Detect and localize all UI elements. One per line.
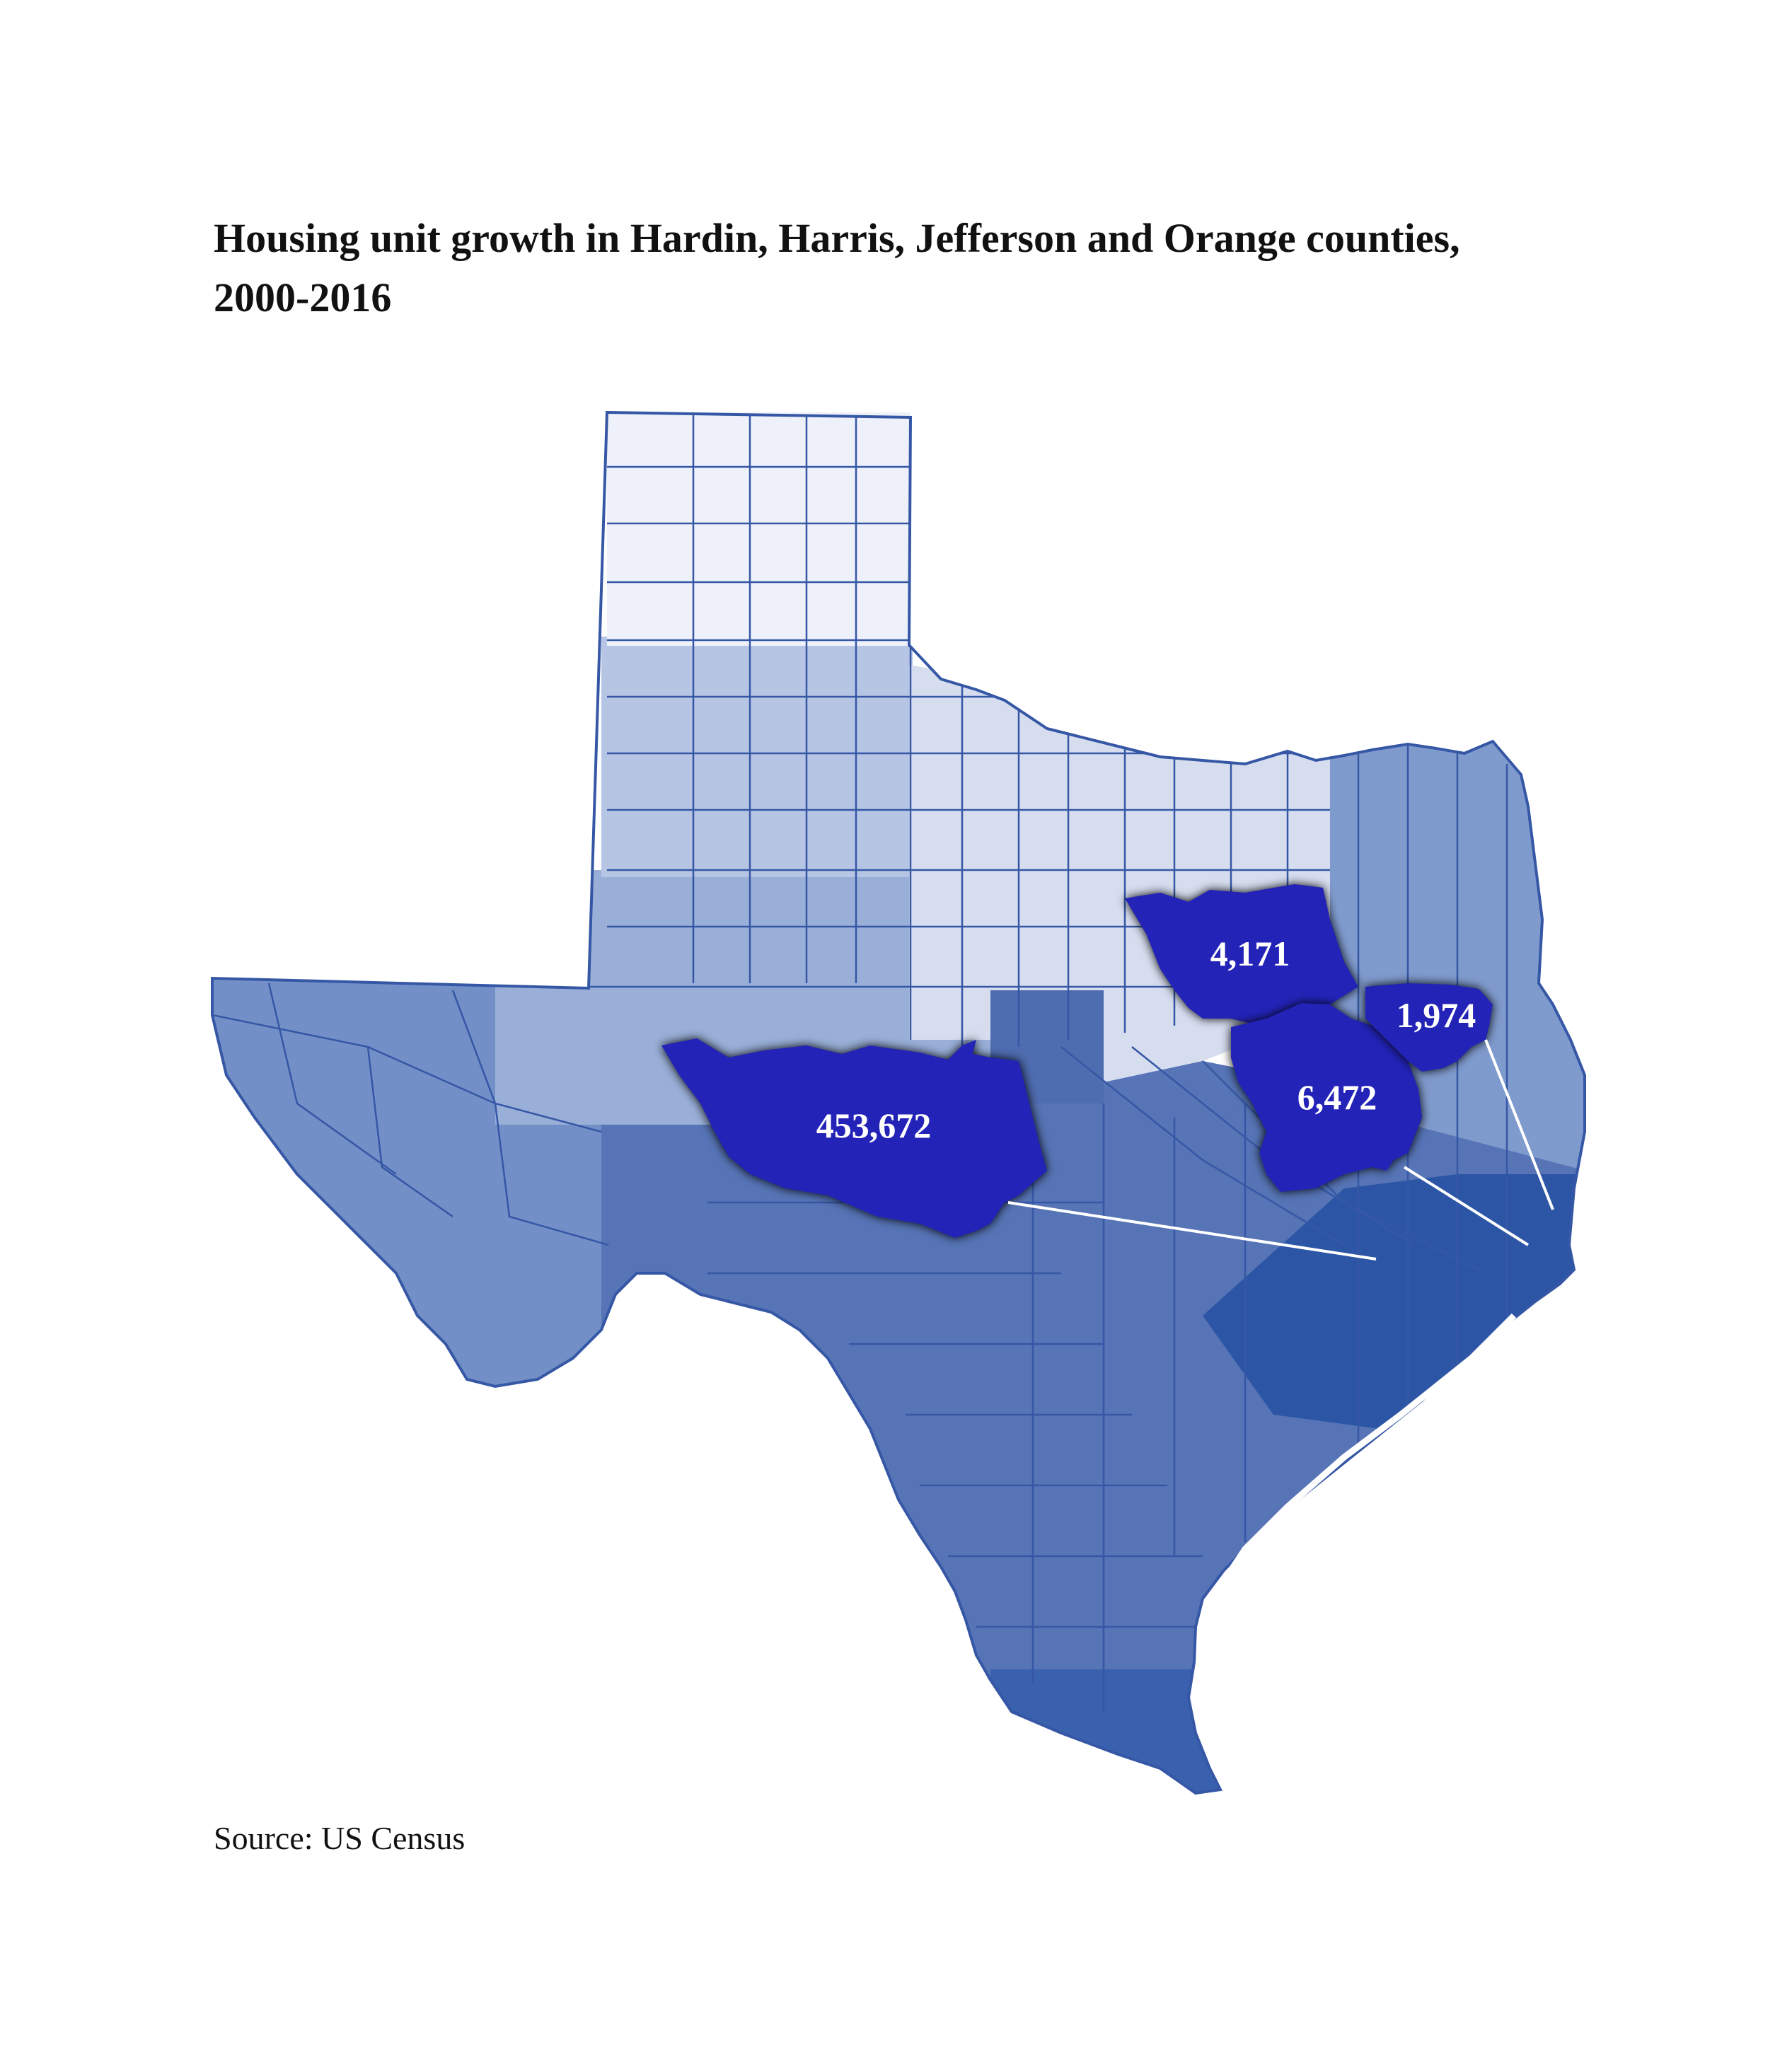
map-title-line-2: 2000-2016 bbox=[214, 274, 392, 320]
orange-county bbox=[1365, 983, 1493, 1072]
callout-orange-value: 1,974 bbox=[1397, 995, 1476, 1035]
hardin-county bbox=[1125, 884, 1358, 1026]
harris-county bbox=[661, 1038, 1047, 1238]
leader-lines bbox=[1007, 1039, 1554, 1260]
leader-line-harris bbox=[1007, 1201, 1377, 1260]
coastal-barrier bbox=[1201, 1313, 1517, 1755]
region-panhandle bbox=[607, 412, 911, 646]
map-title-line-1: Housing unit growth in Hardin, Harris, J… bbox=[214, 215, 1460, 261]
jefferson-county bbox=[1231, 1003, 1422, 1192]
source-note: Source: US Census bbox=[214, 1820, 466, 1856]
county-lines bbox=[212, 412, 1508, 1712]
leader-line-orange bbox=[1484, 1039, 1554, 1210]
region-south-plains bbox=[601, 637, 913, 877]
callout-hardin-value: 4,171 bbox=[1210, 934, 1290, 973]
map-title: Housing unit growth in Hardin, Harris, J… bbox=[214, 209, 1664, 328]
highlighted-counties bbox=[661, 884, 1493, 1238]
callout-harris-value: 453,672 bbox=[816, 1106, 932, 1145]
county-shading bbox=[212, 637, 1585, 1793]
texas-outline bbox=[211, 410, 1586, 1795]
region-gulf-coast bbox=[1203, 1174, 1585, 1429]
callout-jefferson-value: 6,472 bbox=[1297, 1077, 1377, 1117]
leader-line-jefferson bbox=[1403, 1166, 1530, 1246]
